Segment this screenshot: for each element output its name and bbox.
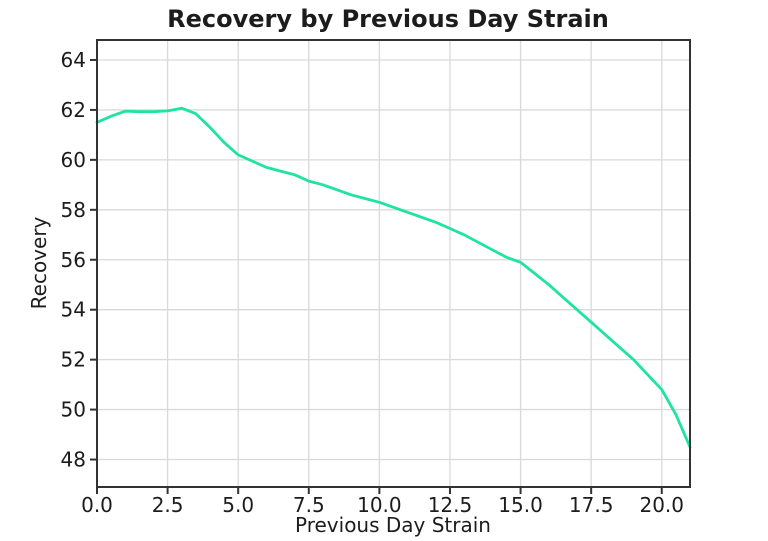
chart-title: Recovery by Previous Day Strain <box>167 5 609 33</box>
y-tick-label: 62 <box>61 98 86 122</box>
y-tick-label: 48 <box>61 448 86 472</box>
x-tick-label: 0.0 <box>81 493 113 517</box>
plot-background-layer <box>97 40 690 487</box>
x-tick-label: 10.0 <box>357 493 402 517</box>
series-layer <box>95 106 692 449</box>
y-tick-label: 54 <box>61 298 86 322</box>
x-tick-label: 12.5 <box>428 493 473 517</box>
tick-label-layer: 0.0 2.5 5.0 7.5 10.0 12.5 15.0 17.5 20.0 48 50 52 54… <box>61 48 684 517</box>
tick-layer <box>90 58 663 494</box>
y-tick-label: 52 <box>61 348 86 372</box>
grid-layer <box>96 40 690 487</box>
x-tick-label: 17.5 <box>569 493 614 517</box>
x-tick-label: 7.5 <box>293 493 325 517</box>
x-tick-label: 5.0 <box>222 493 254 517</box>
recovery-line <box>95 106 692 449</box>
x-tick-label: 2.5 <box>152 493 184 517</box>
axes-layer <box>96 39 691 488</box>
y-tick-label: 58 <box>61 198 86 222</box>
plot-area <box>97 40 690 487</box>
x-tick-label: 15.0 <box>498 493 543 517</box>
plot-border <box>96 39 691 488</box>
x-axis-label: Previous Day Strain <box>295 513 491 537</box>
y-tick-label: 60 <box>61 148 86 172</box>
y-tick-label: 56 <box>61 248 86 272</box>
y-axis-label: Recovery <box>27 216 51 309</box>
y-tick-label: 64 <box>61 48 86 72</box>
y-tick-label: 50 <box>61 398 86 422</box>
x-tick-label: 20.0 <box>639 493 684 517</box>
